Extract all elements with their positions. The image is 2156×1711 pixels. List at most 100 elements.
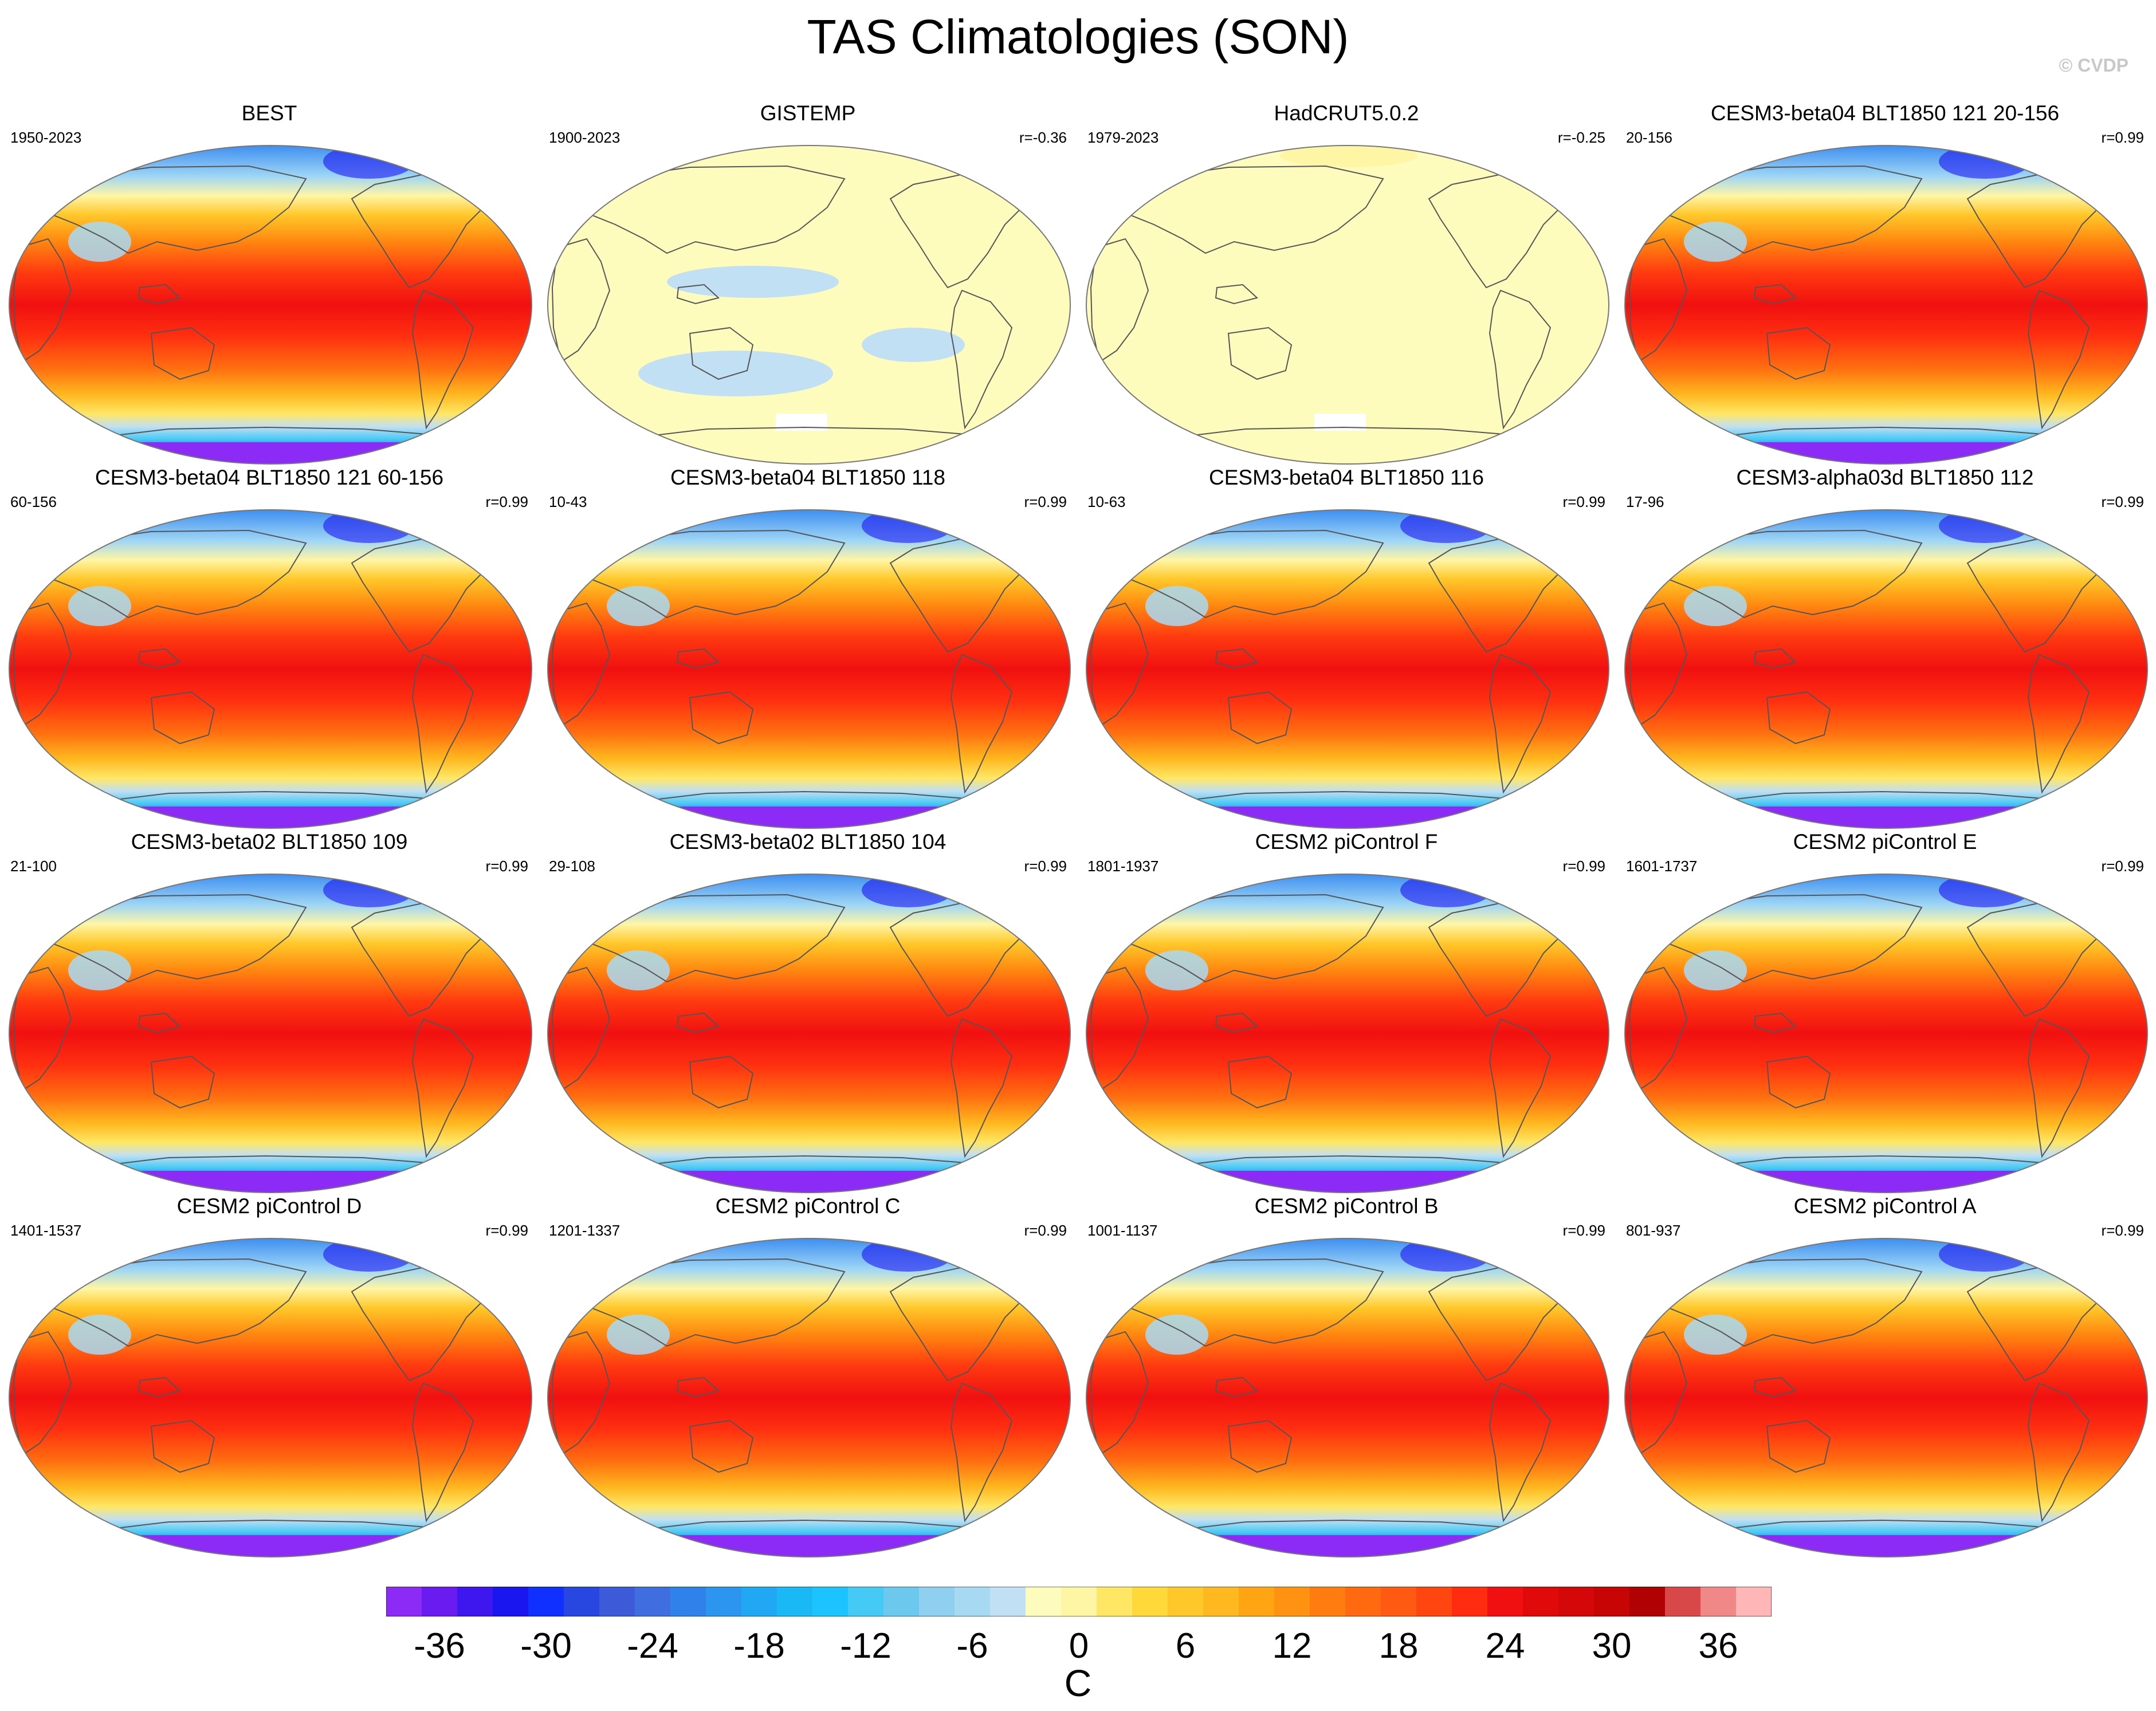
colorbar-segment [883, 1587, 920, 1616]
colorbar-segment [1274, 1587, 1310, 1616]
coastline-south-america [411, 654, 474, 794]
coastline-australia [1227, 1055, 1293, 1109]
colorbar-tick-label: -30 [520, 1626, 572, 1666]
coastline-africa [1628, 1331, 1688, 1456]
panel-years: 20-156 [1626, 129, 1672, 146]
coastline-australia [150, 691, 215, 745]
colorbar-tick-label: 36 [1698, 1626, 1738, 1666]
colorbar-segment [1168, 1587, 1204, 1616]
colorbar-tick-label: 12 [1272, 1626, 1312, 1666]
map-panel: CESM2 piControl D 1401-1537 r=0.99 [0, 1194, 539, 1557]
panel-years: 17-96 [1626, 493, 1664, 510]
coastline-australia [150, 1055, 215, 1109]
colorbar-tick-label: -24 [627, 1626, 678, 1666]
map-panel: CESM2 piControl C 1201-1337 r=0.99 [539, 1194, 1077, 1557]
coastline-asia [580, 529, 846, 619]
panel-correlation: r=-0.25 [1557, 129, 1605, 146]
coastline-asia [1657, 1258, 1923, 1347]
globe-map [1624, 145, 2148, 465]
coastline-australia [1227, 691, 1293, 745]
map-border [1624, 1238, 2148, 1557]
map-border [547, 874, 1071, 1193]
colorbar-segment [493, 1587, 529, 1616]
coastline-africa [551, 966, 611, 1092]
colorbar-segment [777, 1587, 813, 1616]
map-panel: CESM3-beta04 BLT1850 118 10-43 r=0.99 [539, 465, 1077, 829]
colorbar-segment [457, 1587, 493, 1616]
coastline-south-america [1489, 654, 1552, 794]
coastline-indonesia [138, 648, 182, 669]
panel-years: 10-43 [549, 493, 587, 510]
colorbar-segment [1026, 1587, 1062, 1616]
panel-years: 10-63 [1087, 493, 1126, 510]
globe-map [1086, 145, 1609, 465]
coastline-australia [689, 691, 754, 745]
colorbar-segment [706, 1587, 742, 1616]
coastline-asia [580, 894, 846, 983]
coastline-asia [1118, 529, 1384, 619]
coastline-africa [1628, 238, 1688, 363]
coastline-australia [150, 1419, 215, 1473]
coastline-greenland [2107, 902, 2143, 943]
coastline-greenland [491, 1266, 528, 1307]
panel-correlation: r=0.99 [1024, 1222, 1067, 1239]
panel-title: CESM2 piControl D [176, 1194, 362, 1218]
panel-years: 1601-1737 [1626, 858, 1698, 875]
colorbar-segment [1203, 1587, 1239, 1616]
panel-correlation: r=0.99 [485, 858, 528, 875]
coastline-australia [689, 1419, 754, 1473]
colorbar-segment [1629, 1587, 1666, 1616]
globe-map [9, 509, 532, 829]
coastline-asia [1657, 165, 1923, 254]
colorbar-tick-label: 18 [1379, 1626, 1419, 1666]
colorbar-segment [955, 1587, 991, 1616]
map-border [1086, 874, 1609, 1193]
panel-title: BEST [241, 101, 297, 125]
map-border [1624, 874, 2148, 1193]
coastline-indonesia [138, 284, 182, 305]
coastline-indonesia [1215, 648, 1259, 669]
globe-map [547, 145, 1071, 465]
coastline-asia [1118, 1258, 1384, 1347]
colorbar-segment [1310, 1587, 1346, 1616]
panel-title: CESM3-beta04 BLT1850 121 60-156 [95, 466, 444, 489]
panel-title: GISTEMP [760, 101, 856, 125]
panel-years: 21-100 [10, 858, 57, 875]
colorbar-segment [386, 1587, 422, 1616]
panel-years: 1401-1537 [10, 1222, 82, 1239]
coastline-asia [1657, 529, 1923, 619]
colorbar-segment [1665, 1587, 1701, 1616]
colorbar-segment [1558, 1587, 1595, 1616]
colorbar-segment [1487, 1587, 1523, 1616]
coastline-greenland [2107, 537, 2143, 579]
colorbar-segment [1452, 1587, 1488, 1616]
colorbar-tick-label: 0 [1069, 1626, 1089, 1666]
colorbar-segment [990, 1587, 1026, 1616]
map-panel: CESM3-beta04 BLT1850 121 20-156 20-156 r=0… [1616, 101, 2154, 465]
colorbar-segment [1736, 1587, 1772, 1616]
colorbar-segment [1416, 1587, 1452, 1616]
coastline-south-america [411, 1382, 474, 1523]
map-panel: CESM3-beta02 BLT1850 109 21-100 r=0.99 [0, 829, 539, 1193]
coastline-asia [1118, 165, 1384, 254]
coastline-africa [551, 1331, 611, 1456]
panel-years: 1979-2023 [1087, 129, 1159, 146]
coastline-africa [1090, 966, 1149, 1092]
map-panel: CESM2 piControl E 1601-1737 r=0.99 [1616, 829, 2154, 1193]
coastline-greenland [1568, 902, 1605, 943]
map-border [9, 509, 532, 829]
coastline-africa [13, 1331, 72, 1456]
globe-map [9, 145, 532, 465]
panel-years: 1900-2023 [549, 129, 621, 146]
globe-map [9, 1238, 532, 1557]
colorbar-segment [1701, 1587, 1737, 1616]
globe-map [547, 509, 1071, 829]
colorbar-segment [1132, 1587, 1168, 1616]
coastline-indonesia [1753, 648, 1797, 669]
colorbar-tick-label: -36 [414, 1626, 465, 1666]
figure-title: TAS Climatologies (SON) [807, 10, 1349, 64]
map-border [547, 1238, 1071, 1557]
colorbar-segment [1594, 1587, 1630, 1616]
colorbar-segment [635, 1587, 671, 1616]
colorbar-tick-labels: -36 -30 -24 -18 -12 -6 0 6 12 18 24 30 36 [0, 1626, 2156, 1671]
